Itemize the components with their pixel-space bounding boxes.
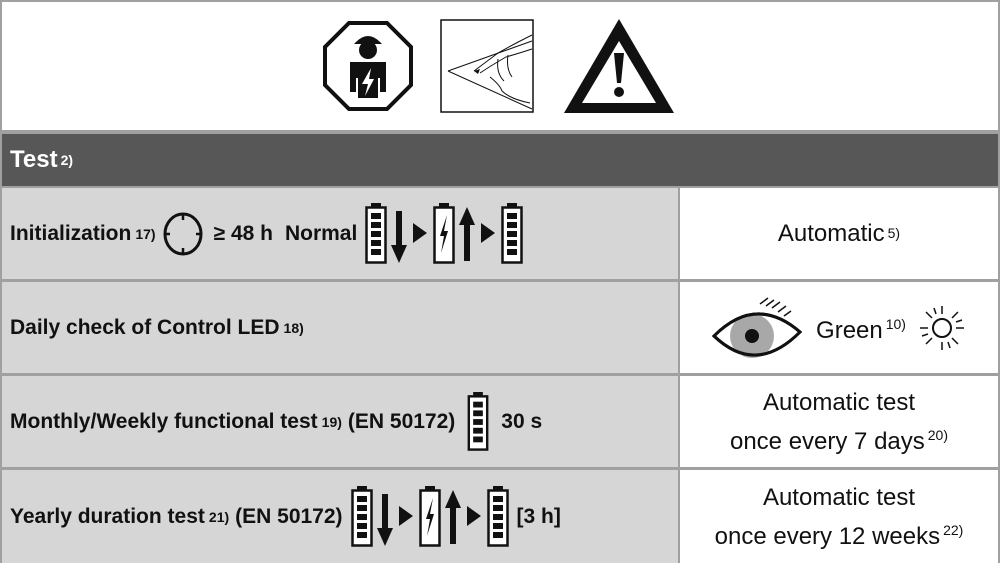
test-label: Daily check of Control LED (10, 315, 280, 339)
result-cell: Automatic 5) (680, 188, 998, 279)
test-label: Initialization (10, 221, 132, 245)
footnote-ref: 19) (321, 413, 342, 430)
result-line-1: Automatic test (762, 483, 916, 511)
eye-icon (711, 296, 803, 358)
result-cell: Green 10) (680, 282, 998, 373)
battery-discharge-charge-cycle-icon (349, 484, 511, 550)
battery-discharge-charge-cycle-icon (363, 201, 525, 267)
result-text: Automatic (777, 220, 885, 247)
duration: [3 h] (516, 504, 561, 528)
led-light-icon (919, 305, 964, 350)
result-cell: Automatic test once every 12 weeks 22) (680, 470, 998, 563)
duration: ≥ 48 h (213, 221, 273, 245)
result-line-1: Automatic test (762, 388, 916, 416)
read-instructions-icon (440, 19, 534, 113)
footnote-ref: 10) (885, 316, 906, 332)
result-line-2: once every 12 weeks (714, 522, 941, 550)
test-cell: Initialization 17) ≥ 48 h Normal (2, 188, 678, 279)
test-cell: Daily check of Control LED 18) (2, 282, 678, 373)
table-row-monthly-test: Monthly/Weekly functional test 19) (EN 50… (2, 376, 998, 467)
footnote-ref: 5) (887, 225, 901, 241)
footnote-ref: 22) (943, 521, 964, 538)
footnote-ref: 21) (208, 508, 230, 525)
result-cell: Automatic test once every 7 days 20) (680, 376, 998, 467)
result-line-2: once every 7 days (729, 427, 925, 455)
standard: (EN 50172) (347, 409, 456, 433)
clock-icon (163, 212, 203, 255)
test-label: Monthly/Weekly functional test (10, 409, 318, 433)
footnote-ref: 18) (283, 319, 304, 336)
warning-icon (564, 19, 674, 113)
section-header: Test 2) (2, 134, 998, 186)
battery-icon (467, 391, 489, 451)
footnote-ref: 20) (927, 426, 948, 443)
result-text: Green (816, 317, 883, 344)
test-label: Yearly duration test (10, 504, 205, 528)
safety-symbols-banner (2, 2, 998, 130)
qualified-electrician-icon (323, 21, 413, 111)
section-title: Test (10, 146, 58, 173)
standard: (EN 50172) (235, 504, 343, 528)
footnote-ref: 2) (60, 152, 74, 168)
table-row-initialization: Initialization 17) ≥ 48 h Normal Automati… (2, 188, 998, 279)
duration: 30 s (501, 409, 543, 433)
test-cell: Yearly duration test 21) (EN 50172) [3 h] (2, 470, 678, 563)
table-row-yearly-test: Yearly duration test 21) (EN 50172) [3 h]… (2, 470, 998, 563)
footnote-ref: 17) (135, 225, 156, 242)
mode: Normal (284, 221, 358, 245)
table-row-daily-check: Daily check of Control LED 18) Green 10) (2, 282, 998, 373)
test-cell: Monthly/Weekly functional test 19) (EN 50… (2, 376, 678, 467)
